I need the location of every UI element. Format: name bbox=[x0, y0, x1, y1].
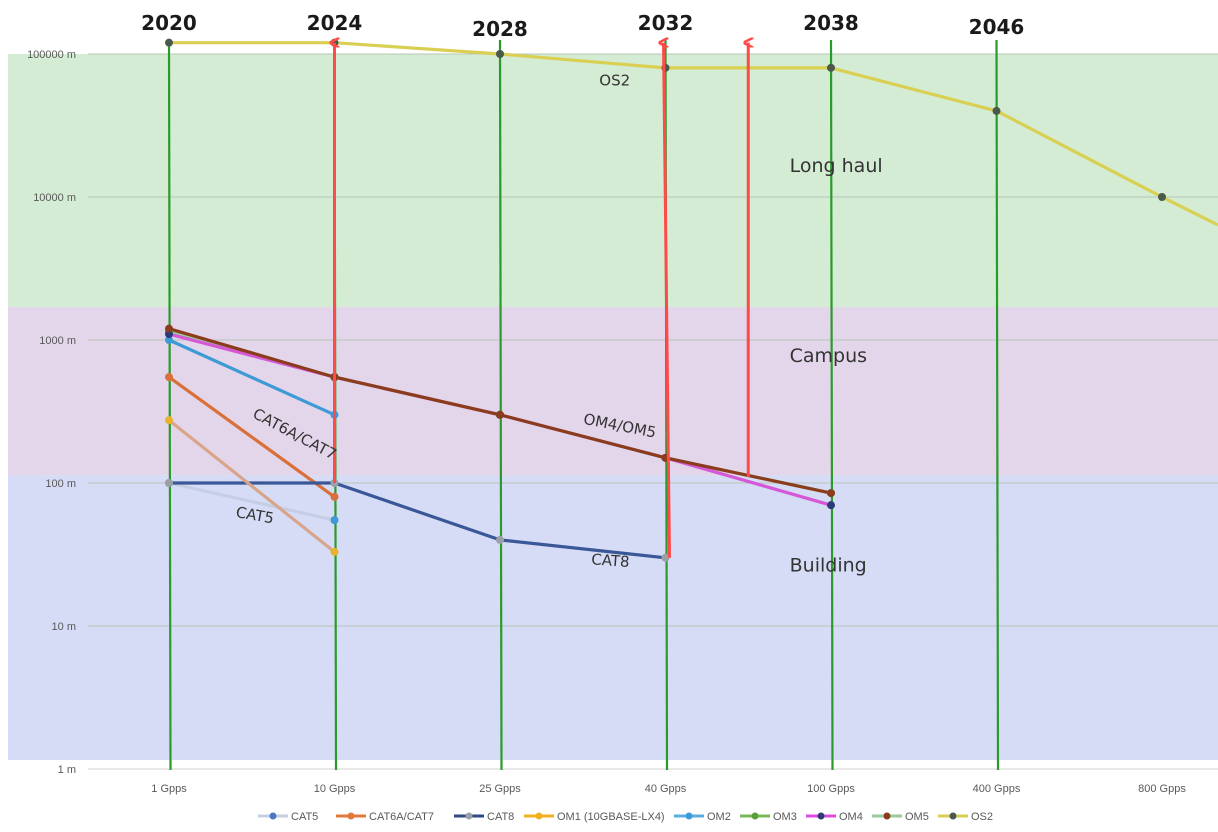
x-tick-label: 25 Gpps bbox=[479, 783, 521, 795]
legend-item-om4: OM4 bbox=[806, 811, 863, 823]
x-tick-label: 400 Gpps bbox=[973, 783, 1021, 795]
year-marker-line-2028 bbox=[498, 39, 503, 771]
legend-swatch-marker bbox=[883, 812, 891, 820]
x-tick-label: 800 Gpps bbox=[1138, 783, 1186, 795]
annotation-cat8: CAT8 bbox=[591, 550, 630, 571]
x-axis: 1 Gpps 10 Gpps 25 Gpps 40 Gpps 100 Gpps 400 G… bbox=[151, 783, 1186, 795]
point-os2 bbox=[496, 50, 504, 58]
point-om5 bbox=[496, 410, 504, 419]
year-label-2046: 2046 bbox=[969, 15, 1025, 39]
legend-swatch-marker bbox=[685, 812, 693, 820]
point-cat5 bbox=[330, 516, 339, 525]
point-os2 bbox=[165, 38, 173, 47]
y-tick-label: 1000 m bbox=[39, 335, 76, 347]
legend-label: OS2 bbox=[971, 811, 993, 823]
legend-swatch-marker bbox=[535, 812, 543, 820]
y-axis: 1 m 10 m 100 m 1000 m 10000 m 100000 m bbox=[27, 49, 76, 776]
series-line-cat6a-cat7 bbox=[168, 375, 336, 499]
legend-item-om5: OM5 bbox=[872, 811, 929, 823]
legend-label: OM5 bbox=[905, 811, 929, 823]
legend-item-om2: OM2 bbox=[674, 811, 731, 823]
series-line-om1-10gbase-lx4 bbox=[168, 418, 336, 554]
legend-item-om3: OM3 bbox=[740, 811, 797, 823]
point-om5 bbox=[827, 489, 835, 498]
legend-swatch-marker bbox=[347, 812, 355, 820]
point-os2 bbox=[992, 106, 1001, 115]
region-band-long-haul bbox=[8, 54, 1218, 308]
arrow-up bbox=[664, 43, 671, 558]
point-cat6a-cat7 bbox=[165, 373, 173, 382]
year-label-2038: 2038 bbox=[803, 11, 859, 35]
arrows bbox=[335, 43, 749, 558]
point-os2 bbox=[1158, 193, 1166, 201]
year-label-2024: 2024 bbox=[307, 11, 363, 35]
legend-item-cat8: CAT8 bbox=[454, 811, 514, 823]
region-bands bbox=[8, 54, 1218, 760]
legend-label: OM3 bbox=[773, 811, 797, 823]
legend-item-om1-10gbase-lx4: OM1 (10GBASE-LX4) bbox=[524, 811, 665, 823]
legend: CAT5 CAT6A/CAT7 CAT8 OM1 (10GBASE-LX4) OM2 OM… bbox=[258, 811, 993, 823]
series-line-om2 bbox=[168, 338, 336, 417]
y-tick-label: 100000 m bbox=[27, 49, 76, 61]
region-band-campus bbox=[8, 307, 1218, 476]
legend-label: CAT8 bbox=[487, 811, 514, 823]
point-om2 bbox=[165, 336, 173, 344]
x-tick-label: 40 Gpps bbox=[645, 783, 687, 795]
year-label-2032: 2032 bbox=[638, 11, 694, 35]
legend-swatch-marker bbox=[751, 812, 759, 820]
x-tick-label: 1 Gpps bbox=[151, 783, 187, 795]
point-om5 bbox=[165, 324, 173, 333]
annotation-campus: Campus bbox=[790, 345, 867, 367]
point-cat6a-cat7 bbox=[330, 492, 339, 501]
legend-item-cat6a-cat7: CAT6A/CAT7 bbox=[336, 811, 434, 823]
region-band-building bbox=[8, 475, 1218, 760]
legend-item-cat5: CAT5 bbox=[258, 811, 318, 823]
legend-label: CAT5 bbox=[291, 811, 318, 823]
point-om1-10gbase-lx4 bbox=[330, 547, 339, 556]
year-marker-line-2046 bbox=[995, 39, 1000, 771]
x-tick-label: 10 Gpps bbox=[314, 783, 356, 795]
annotation-os2: OS2 bbox=[599, 72, 630, 90]
point-cat8 bbox=[496, 535, 504, 544]
legend-item-os2: OS2 bbox=[938, 811, 993, 823]
point-cat8 bbox=[165, 479, 173, 487]
series-lines bbox=[165, 38, 1218, 562]
y-tick-label: 10 m bbox=[52, 621, 76, 633]
year-label-2028: 2028 bbox=[472, 17, 528, 41]
legend-swatch-marker bbox=[817, 812, 825, 820]
legend-label: OM2 bbox=[707, 811, 731, 823]
legend-swatch-marker bbox=[949, 812, 957, 820]
legend-label: OM1 (10GBASE-LX4) bbox=[557, 811, 665, 823]
y-tick-label: 1 m bbox=[58, 764, 76, 776]
y-tick-label: 10000 m bbox=[33, 192, 76, 204]
series-line-cat5 bbox=[168, 481, 335, 522]
annotation-long-haul: Long haul bbox=[790, 155, 883, 177]
year-marker-line-2038 bbox=[829, 39, 834, 771]
annotation-building: Building bbox=[790, 555, 867, 577]
series-line-cat8 bbox=[169, 481, 666, 560]
legend-label: CAT6A/CAT7 bbox=[369, 811, 434, 823]
point-om1-10gbase-lx4 bbox=[165, 416, 173, 425]
legend-swatch-marker bbox=[465, 812, 473, 820]
x-tick-label: 100 Gpps bbox=[807, 783, 855, 795]
point-cat8 bbox=[661, 553, 670, 562]
legend-label: OM4 bbox=[839, 811, 863, 823]
point-os2 bbox=[827, 63, 835, 72]
point-om4 bbox=[827, 501, 835, 510]
year-label-2020: 2020 bbox=[141, 11, 197, 35]
y-tick-label: 100 m bbox=[45, 478, 76, 490]
year-marker-line-2020 bbox=[167, 39, 172, 771]
legend-swatch-marker bbox=[269, 812, 277, 820]
